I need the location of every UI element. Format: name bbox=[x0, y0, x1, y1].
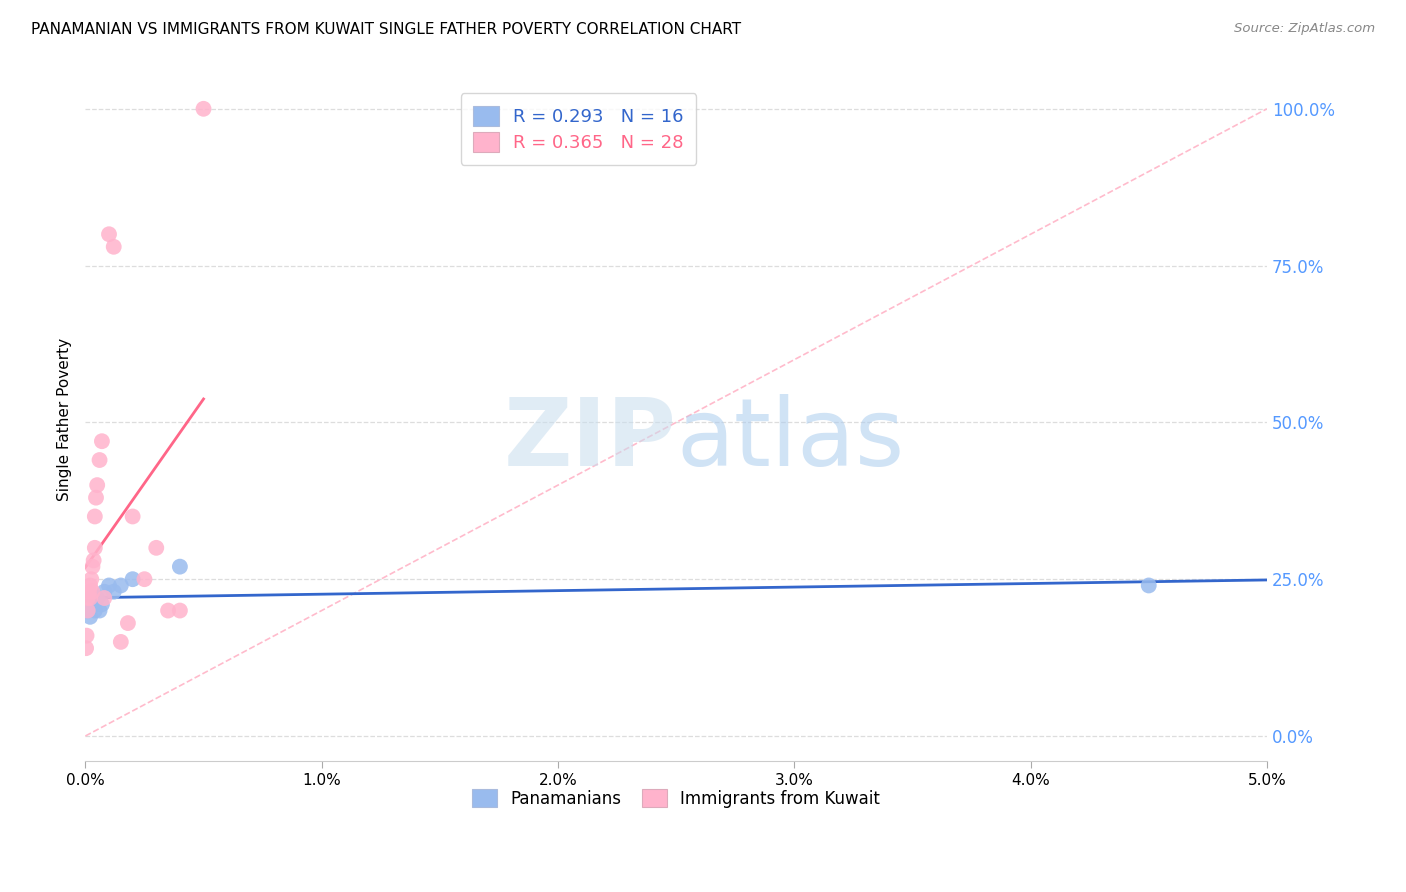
Point bbox=[89, 603, 111, 617]
Point bbox=[103, 584, 125, 599]
Point bbox=[145, 541, 167, 555]
Point bbox=[83, 553, 105, 567]
Point bbox=[169, 559, 191, 574]
Point bbox=[76, 629, 98, 643]
Point bbox=[121, 572, 143, 586]
Point bbox=[93, 591, 115, 605]
Text: ZIP: ZIP bbox=[503, 393, 676, 486]
Point bbox=[83, 597, 105, 611]
Point bbox=[82, 584, 104, 599]
Point bbox=[90, 597, 112, 611]
Point bbox=[86, 591, 108, 605]
Point bbox=[110, 635, 132, 649]
Point bbox=[169, 603, 191, 617]
Point bbox=[110, 578, 132, 592]
Point bbox=[79, 578, 101, 592]
Point bbox=[76, 603, 98, 617]
Point bbox=[134, 572, 156, 586]
Text: Source: ZipAtlas.com: Source: ZipAtlas.com bbox=[1234, 22, 1375, 36]
Point bbox=[76, 603, 98, 617]
Point bbox=[1137, 578, 1160, 592]
Text: PANAMANIAN VS IMMIGRANTS FROM KUWAIT SINGLE FATHER POVERTY CORRELATION CHART: PANAMANIAN VS IMMIGRANTS FROM KUWAIT SIN… bbox=[31, 22, 741, 37]
Point bbox=[193, 102, 215, 116]
Point bbox=[103, 240, 125, 254]
Point bbox=[83, 509, 105, 524]
Point bbox=[89, 453, 111, 467]
Point bbox=[121, 509, 143, 524]
Point bbox=[77, 584, 100, 599]
Point bbox=[79, 610, 101, 624]
Point bbox=[93, 584, 115, 599]
Point bbox=[98, 578, 121, 592]
Point bbox=[76, 591, 98, 605]
Point bbox=[82, 559, 104, 574]
Legend: Panamanians, Immigrants from Kuwait: Panamanians, Immigrants from Kuwait bbox=[465, 782, 887, 814]
Point bbox=[90, 434, 112, 449]
Y-axis label: Single Father Poverty: Single Father Poverty bbox=[58, 338, 72, 500]
Point bbox=[79, 597, 101, 611]
Point bbox=[82, 591, 104, 605]
Point bbox=[86, 478, 108, 492]
Point bbox=[157, 603, 180, 617]
Point bbox=[83, 541, 105, 555]
Point bbox=[84, 491, 107, 505]
Point bbox=[75, 641, 97, 656]
Point bbox=[83, 603, 105, 617]
Text: atlas: atlas bbox=[676, 393, 904, 486]
Point bbox=[98, 227, 121, 242]
Point bbox=[80, 572, 103, 586]
Point bbox=[117, 616, 139, 631]
Point bbox=[79, 591, 101, 605]
